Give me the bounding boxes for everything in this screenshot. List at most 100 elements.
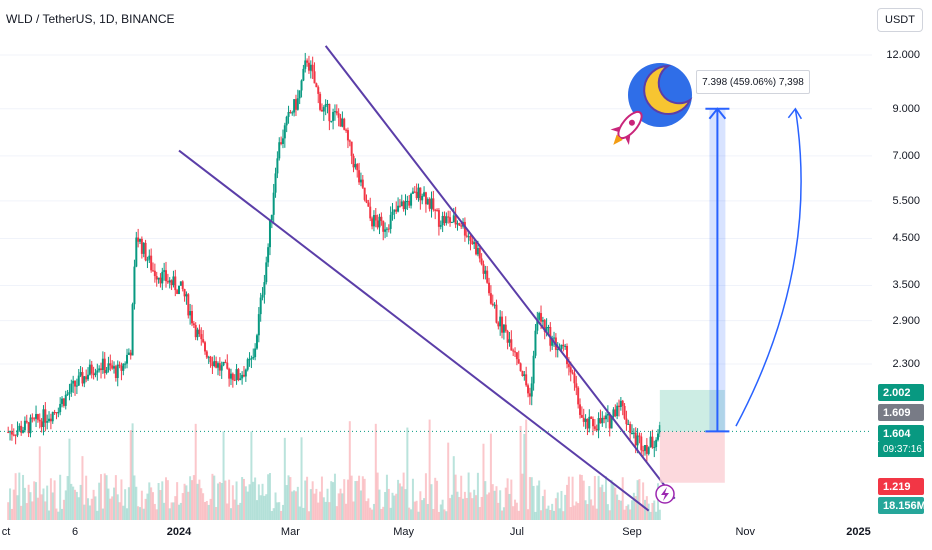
volume-bar (263, 495, 266, 520)
volume-bar (478, 507, 481, 520)
volume-bar (270, 511, 273, 520)
volume-bar (244, 486, 247, 520)
candle (244, 369, 247, 377)
candle (404, 201, 407, 210)
lightning-icon[interactable] (655, 484, 675, 504)
candle (540, 313, 543, 322)
volume-bar (124, 489, 127, 520)
volume-bar (391, 492, 394, 520)
volume-bar (107, 488, 110, 520)
volume-bar (655, 511, 658, 520)
candle (601, 417, 604, 424)
volume-bar (411, 478, 414, 520)
candle (456, 223, 459, 225)
volume-bar (579, 474, 582, 520)
volume-bar (261, 483, 264, 520)
volume-bar (653, 500, 656, 520)
candle (374, 215, 377, 221)
candle (471, 240, 474, 245)
candle (612, 409, 615, 417)
candle (27, 422, 30, 434)
volume-bar (332, 482, 335, 520)
candle (103, 358, 106, 374)
volume-bar (10, 508, 13, 520)
candle (57, 412, 60, 414)
candle (120, 365, 123, 371)
volume-bar (413, 501, 416, 520)
candle (129, 352, 132, 356)
candle (22, 430, 25, 433)
candle (44, 409, 47, 423)
currency-button[interactable]: USDT (877, 8, 923, 32)
volume-bar (255, 500, 258, 520)
candle (623, 405, 626, 419)
candle (229, 373, 232, 379)
volume-bar (181, 493, 184, 520)
volume-bar (504, 487, 507, 520)
volume-bar (577, 503, 580, 520)
candle (165, 270, 168, 282)
volume-bar (114, 475, 117, 520)
candle (38, 419, 41, 422)
candle (161, 271, 164, 284)
volume-bar (564, 494, 567, 520)
volume-bar (213, 475, 216, 520)
volume-bar (359, 490, 362, 520)
candle (55, 412, 58, 414)
volume-bar (257, 484, 260, 520)
volume-bar (599, 487, 602, 520)
volume-bar (83, 504, 86, 520)
candle (35, 414, 38, 419)
volume-bar (150, 487, 153, 520)
candle (545, 327, 548, 332)
candle (421, 195, 424, 201)
candle (432, 198, 435, 210)
candle (293, 99, 296, 113)
candle (235, 369, 238, 380)
candle (489, 293, 492, 304)
x-tick-label: ct (1, 526, 11, 538)
volume-bar (152, 492, 155, 520)
candle (551, 338, 554, 346)
candle (372, 215, 375, 227)
candle (218, 363, 221, 371)
volume-bar (189, 476, 192, 520)
candle (391, 211, 394, 215)
candle (608, 413, 611, 429)
volume-bar (207, 504, 210, 520)
volume-bar (18, 472, 21, 520)
volume-tag: 18.156M (878, 497, 926, 514)
candle (287, 112, 290, 117)
volume-bar (382, 506, 385, 520)
volume-bar (488, 492, 491, 520)
volume-bar (586, 504, 589, 520)
volume-bar (131, 423, 134, 520)
volume-bar (575, 501, 578, 520)
candle (274, 173, 277, 193)
candle (380, 216, 383, 221)
volume-bar (369, 507, 372, 520)
candle (105, 369, 108, 374)
candle (493, 304, 496, 306)
candle (70, 383, 73, 393)
candle (501, 316, 504, 333)
volume-bar (42, 488, 45, 520)
channel-upper-line (324, 45, 676, 500)
volume-bar (20, 505, 23, 520)
candle (519, 363, 522, 372)
volume-bar (623, 509, 626, 520)
volume-bar (437, 511, 440, 520)
candle (46, 421, 49, 423)
candle (384, 229, 387, 232)
volume-bar (252, 481, 255, 520)
volume-bar (170, 502, 173, 520)
candle (14, 434, 17, 436)
volume-bar (612, 483, 615, 520)
volume-bar (96, 510, 99, 520)
volume-bar (352, 501, 355, 520)
volume-bar (172, 502, 175, 520)
candle (393, 209, 396, 212)
candle (194, 325, 197, 338)
